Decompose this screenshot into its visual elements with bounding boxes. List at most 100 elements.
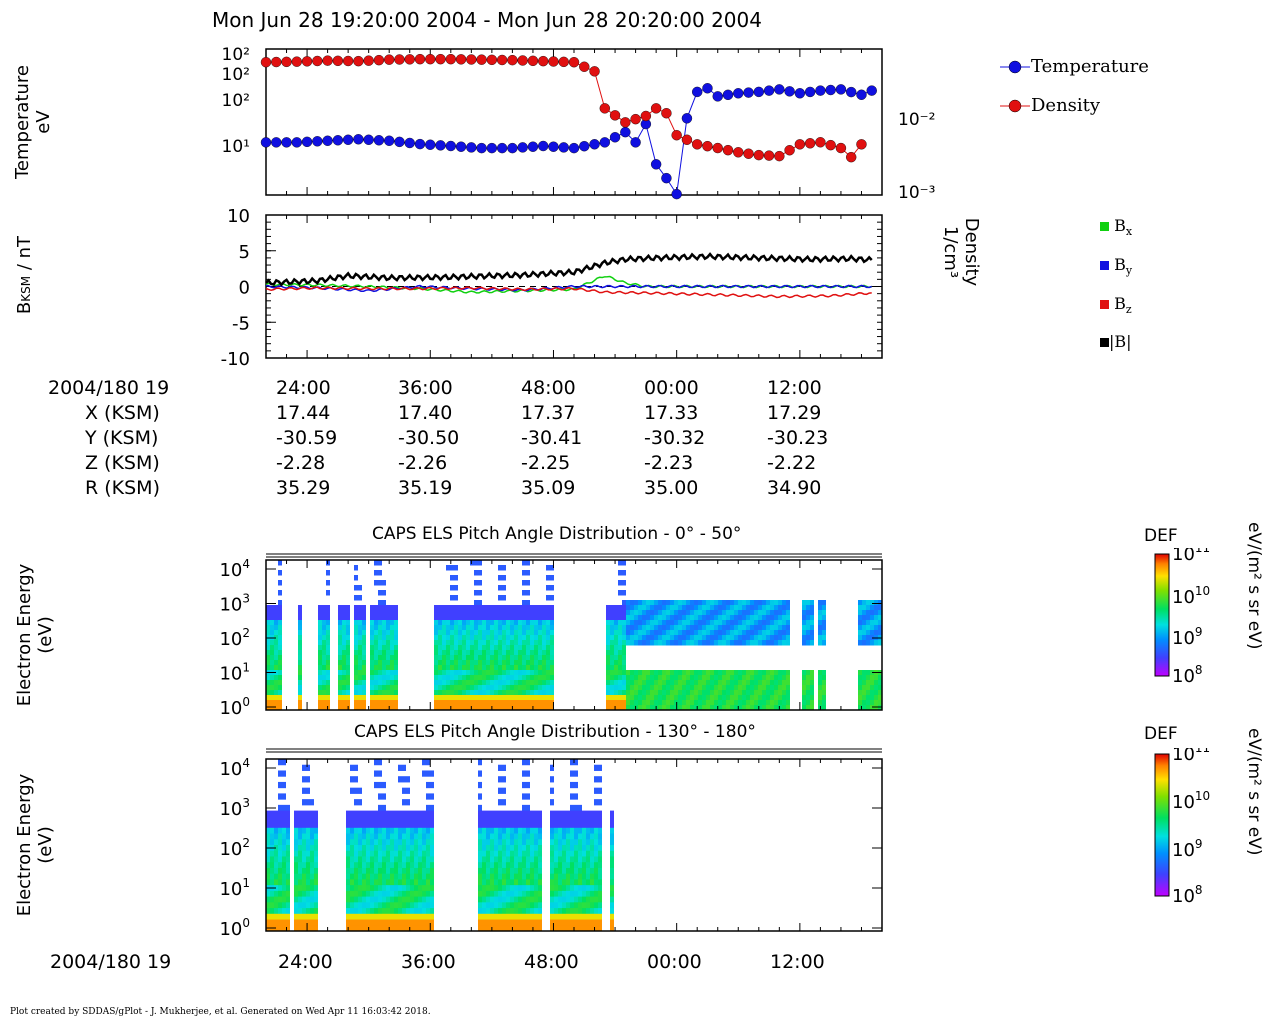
data-point-density xyxy=(702,140,713,152)
data-point-temperature xyxy=(517,142,528,153)
y-tick-label: 102 xyxy=(219,836,250,860)
data-point-temperature xyxy=(476,142,487,154)
bottom-axis-label: 2004/180 19 xyxy=(50,951,172,973)
data-point-temperature xyxy=(445,140,456,152)
data-point-density xyxy=(763,150,775,161)
data-point-density xyxy=(363,55,374,66)
data-point-temperature xyxy=(384,135,395,146)
colorbar1: 1011 1010 109 108 xyxy=(1154,548,1210,687)
data-point-density xyxy=(281,56,292,68)
data-point-temperature xyxy=(414,138,426,150)
series-line-b xyxy=(265,252,873,287)
svg-text:1011: 1011 xyxy=(1172,748,1210,765)
data-point-density xyxy=(414,53,426,65)
data-point-temperature xyxy=(435,140,446,151)
data-point-temperature xyxy=(609,132,621,143)
ephemeris-time-1: 24:00 xyxy=(276,377,331,399)
colorbar1-gradient xyxy=(1154,553,1170,677)
data-point-temperature xyxy=(271,137,282,148)
data-point-temperature xyxy=(650,159,662,170)
data-point-temperature xyxy=(671,188,682,200)
data-point-density xyxy=(733,147,744,158)
data-point-density xyxy=(692,139,703,150)
data-point-density xyxy=(260,56,272,68)
data-point-density xyxy=(650,103,662,114)
data-point-temperature xyxy=(856,89,867,100)
legend-by-label: y xyxy=(1125,264,1133,278)
data-point-temperature xyxy=(404,137,415,149)
ephemeris-value: -2.23 xyxy=(644,452,694,474)
ephemeris-value: -2.26 xyxy=(398,452,448,474)
data-point-density xyxy=(394,54,405,65)
series-line-bz xyxy=(265,286,872,299)
data-point-density xyxy=(620,117,631,128)
data-point-density xyxy=(435,53,446,65)
data-point-density xyxy=(291,56,302,67)
data-point-temperature xyxy=(332,135,344,146)
data-point-temperature xyxy=(466,142,477,153)
data-point-temperature xyxy=(353,134,364,145)
ephemeris-time-5: 12:00 xyxy=(767,377,822,399)
data-point-temperature xyxy=(394,136,405,148)
data-point-density xyxy=(527,55,539,67)
ephemeris-value: 35.19 xyxy=(398,477,453,499)
data-point-temperature xyxy=(599,137,610,148)
data-point-temperature xyxy=(363,134,374,145)
series-line-by xyxy=(265,284,872,293)
legend-btot-label: |B| xyxy=(1109,332,1132,351)
svg-text:109: 109 xyxy=(1172,837,1203,861)
data-point-temperature xyxy=(527,141,539,152)
ephemeris-time-2: 36:00 xyxy=(398,377,453,399)
data-point-temperature xyxy=(835,84,847,95)
data-point-density xyxy=(640,110,652,122)
temperature-density-chart: 10² 10² 10² 10¹ 10⁻² 10⁻³ xyxy=(222,45,936,200)
colorbar2-units: eV/(m² s sr eV) xyxy=(1244,728,1264,856)
data-point-density xyxy=(753,149,764,161)
data-point-density xyxy=(774,150,785,162)
legend-markers xyxy=(1000,60,1030,113)
data-point-temperature xyxy=(815,85,826,96)
data-point-density xyxy=(609,110,621,121)
svg-text:108: 108 xyxy=(1172,883,1203,907)
data-point-temperature xyxy=(774,84,785,95)
data-point-temperature xyxy=(804,86,816,98)
data-point-temperature xyxy=(342,134,354,145)
data-point-density xyxy=(486,54,498,66)
ephemeris-row-label: X (KSM) xyxy=(85,402,160,424)
y-tick-label: 101 xyxy=(219,876,250,900)
colorbar1-units: eV/(m² s sr eV) xyxy=(1244,522,1264,650)
legend-btot: |B| xyxy=(1100,332,1132,351)
data-point-density xyxy=(681,134,693,145)
ephemeris-value: 17.40 xyxy=(398,402,453,424)
legend-by: By xyxy=(1100,255,1132,277)
y-tick-label: 103 xyxy=(219,796,250,820)
data-point-density xyxy=(538,55,549,67)
ephemeris-row-label: R (KSM) xyxy=(85,477,160,499)
series-line-bx xyxy=(265,275,873,294)
data-point-temperature xyxy=(784,86,795,97)
ephemeris-value: -30.32 xyxy=(644,427,706,449)
colorbar2-label: DEF xyxy=(1144,724,1178,744)
data-point-temperature xyxy=(692,86,703,98)
data-point-density xyxy=(804,138,816,149)
data-point-density xyxy=(856,139,867,150)
data-point-density xyxy=(271,56,282,68)
spectrogram1-chart: 100 101 102 103 104 xyxy=(219,553,883,719)
data-point-temperature xyxy=(548,141,559,152)
data-point-temperature xyxy=(507,142,518,154)
ephemeris-value: -2.28 xyxy=(276,452,326,474)
ephemeris-value: -2.25 xyxy=(521,452,571,474)
legend-bz-swatch xyxy=(1100,300,1109,309)
data-point-density xyxy=(404,54,415,65)
data-point-density xyxy=(517,55,528,66)
y-tick-label: 10 xyxy=(227,206,250,227)
legend-temperature-marker xyxy=(1008,60,1022,74)
data-point-temperature xyxy=(579,140,590,152)
data-point-density xyxy=(671,129,682,141)
colorbar1-label: DEF xyxy=(1144,526,1178,546)
svg-text:108: 108 xyxy=(1172,663,1203,687)
legend-bz-label: z xyxy=(1125,303,1132,317)
ephemeris-time-4: 00:00 xyxy=(644,377,699,399)
ephemeris-value: 17.44 xyxy=(276,402,331,424)
ephemeris-row-label: Y (KSM) xyxy=(85,427,159,449)
